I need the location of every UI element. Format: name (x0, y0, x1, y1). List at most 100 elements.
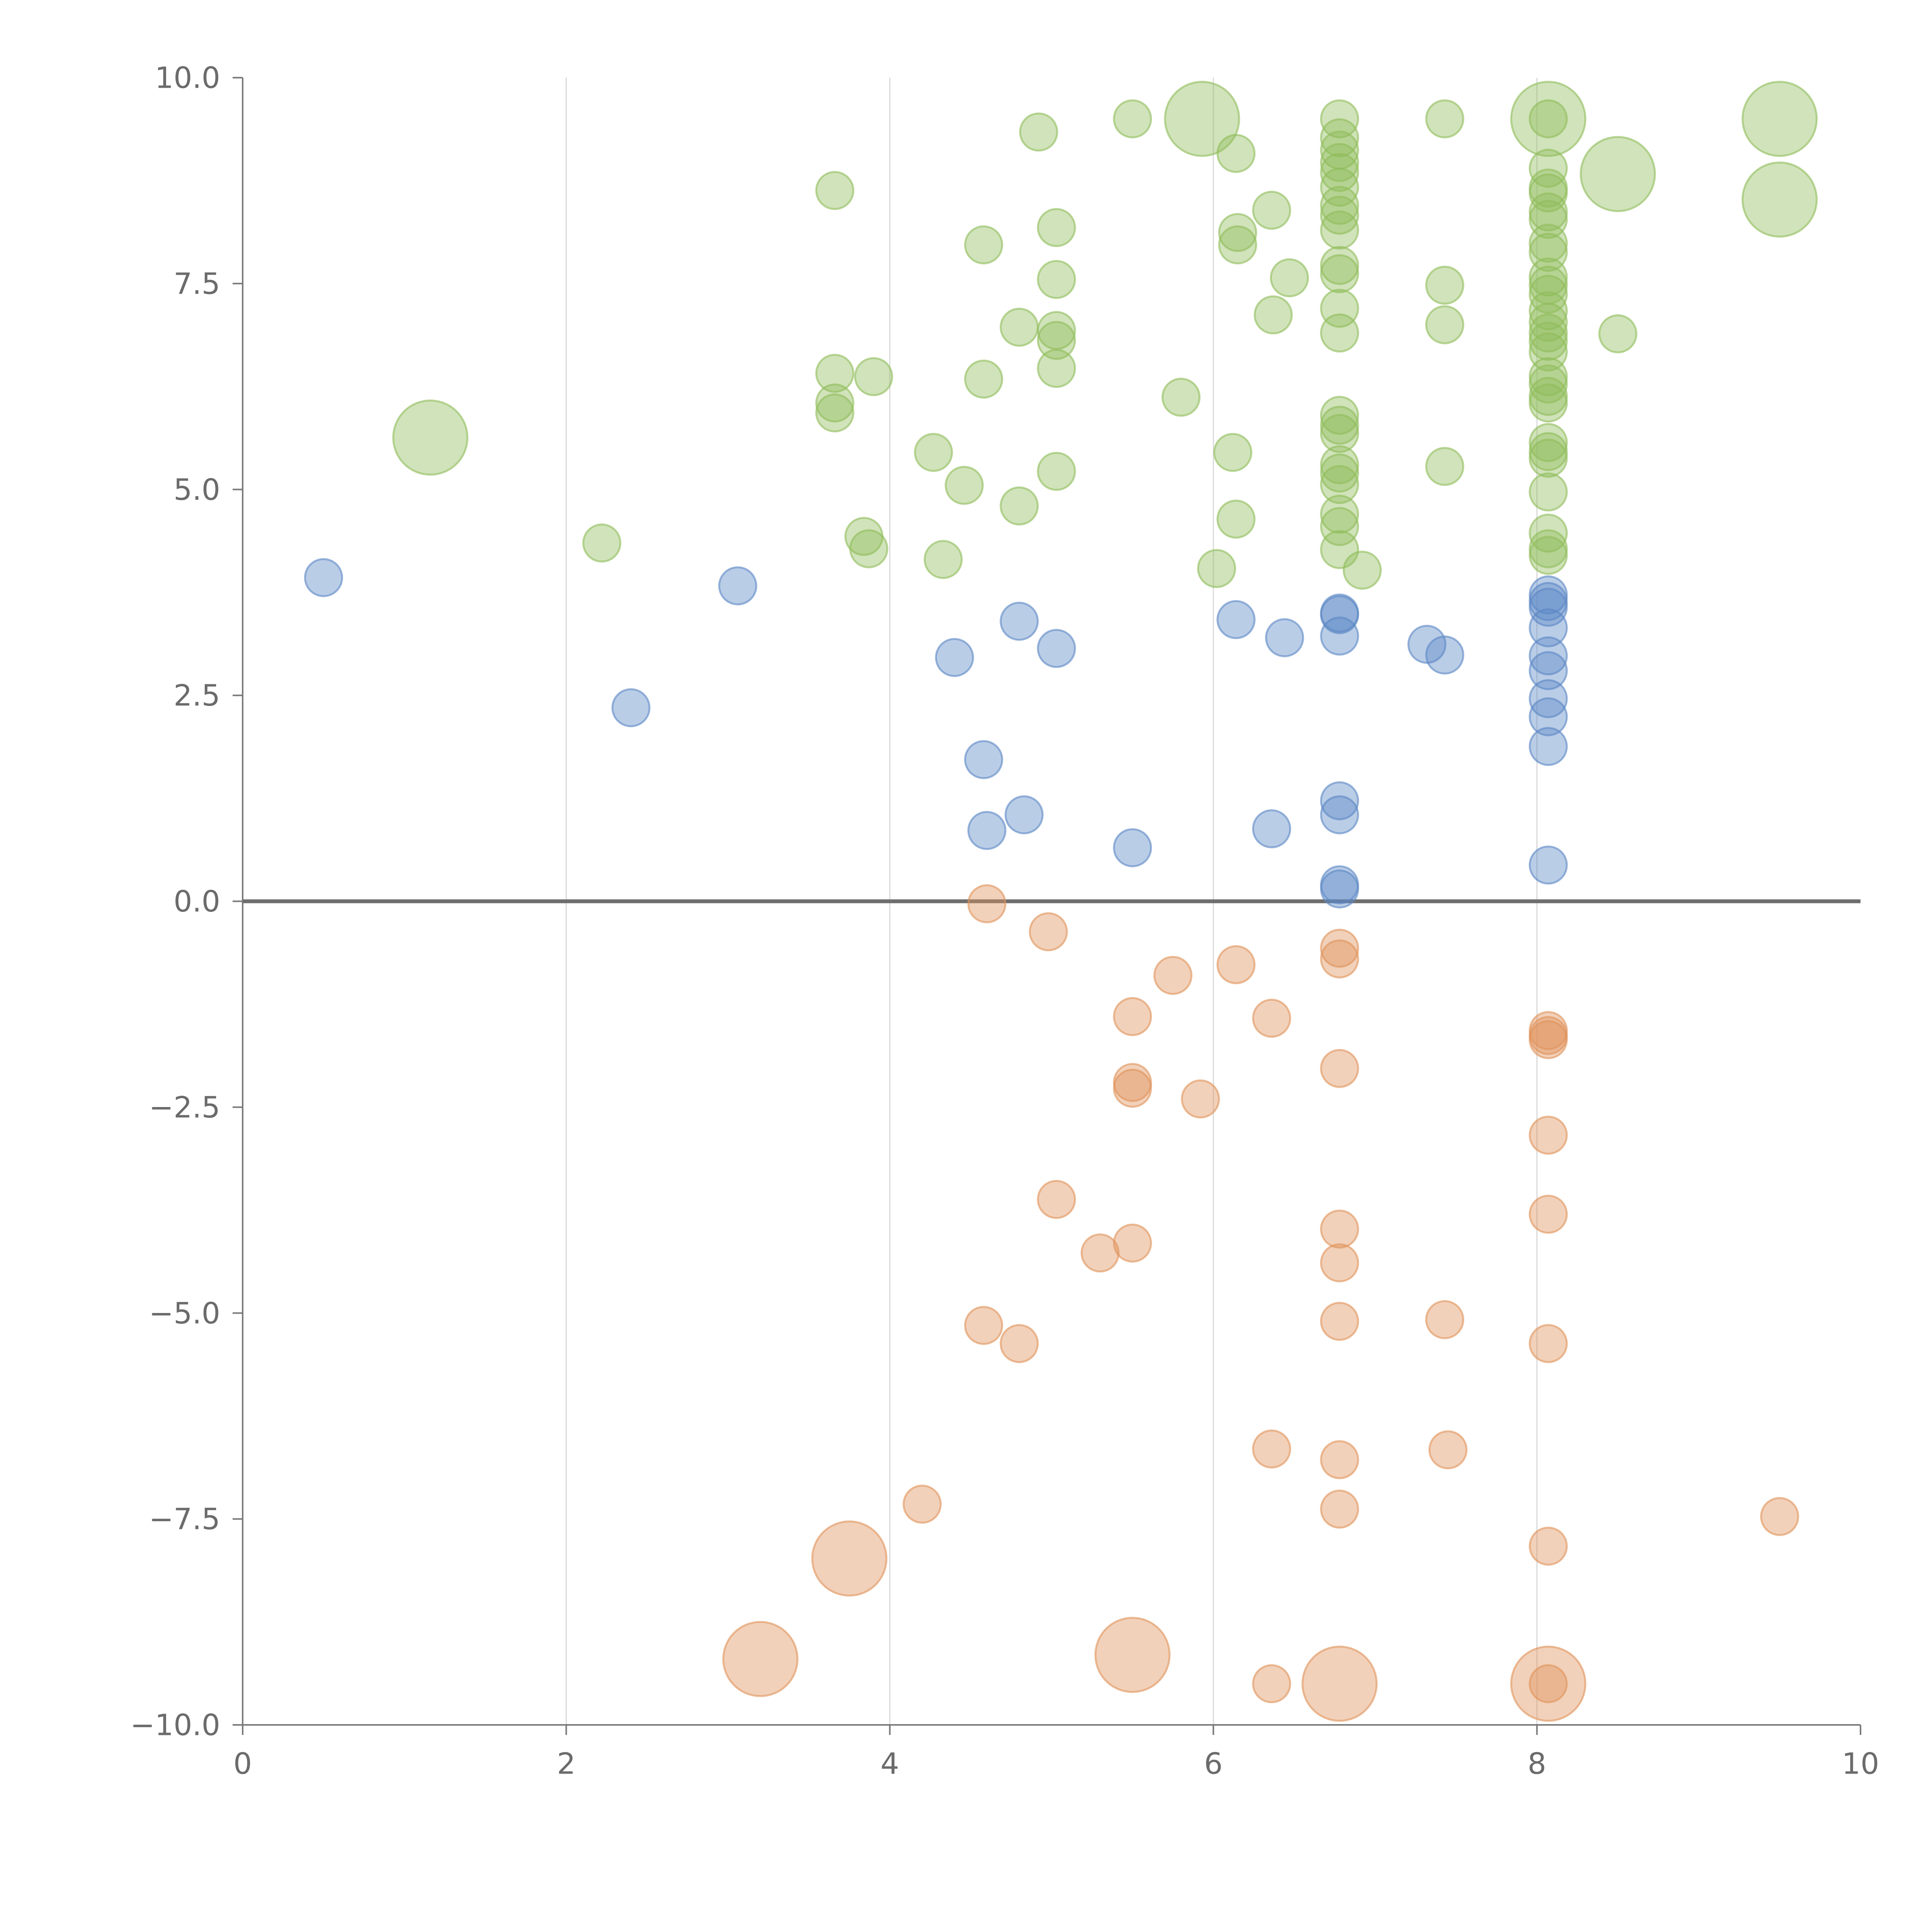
x-tick-label: 2 (557, 1747, 575, 1781)
data-point (1529, 275, 1568, 314)
data-point (1580, 136, 1656, 212)
data-point (967, 811, 1007, 850)
data-point (1529, 608, 1568, 648)
data-point (1320, 869, 1359, 909)
y-tick-label: 2.5 (173, 678, 220, 713)
data-point (903, 1485, 942, 1524)
axis-layer: 10.0 7.5 5.0 2.5 0.0 −2.5 −5.0 −7.5 −10.0 0 2 4 6 8 10 (130, 61, 1879, 1781)
data-point (1320, 939, 1359, 979)
data-point (1164, 81, 1240, 157)
data-point (1529, 1664, 1568, 1703)
data-point (1029, 912, 1068, 951)
data-point (1265, 618, 1304, 657)
x-tick-label: 10 (1842, 1747, 1879, 1781)
data-point (1004, 795, 1044, 835)
data-point (1252, 998, 1291, 1038)
data-point (1320, 313, 1359, 353)
data-point (1425, 447, 1464, 486)
data-point (1320, 210, 1359, 250)
data-point (1529, 636, 1568, 675)
y-tick-label: 5.0 (173, 472, 220, 507)
data-point (1094, 1617, 1171, 1693)
series-mid (304, 558, 1568, 909)
data-point (967, 884, 1007, 923)
data-point (1425, 635, 1464, 675)
data-point (1529, 200, 1568, 239)
data-point (964, 740, 1003, 779)
data-point (1320, 1049, 1359, 1088)
y-tick-label: −7.5 (149, 1502, 220, 1536)
data-point (1510, 81, 1587, 157)
data-point (944, 466, 984, 505)
data-point (815, 171, 854, 210)
data-point (1529, 1324, 1568, 1363)
data-point (1218, 225, 1257, 265)
data-point (1037, 349, 1076, 388)
data-point (1153, 956, 1193, 995)
data-point (1113, 1223, 1152, 1263)
data-point (1320, 153, 1359, 192)
y-tick-label: −5.0 (149, 1296, 220, 1330)
data-point (1529, 514, 1568, 553)
data-point (1037, 452, 1076, 491)
data-point (1113, 828, 1152, 867)
data-point (1320, 795, 1359, 835)
data-point (964, 359, 1003, 399)
data-point (1320, 254, 1359, 293)
data-point (1216, 134, 1256, 173)
data-point (1000, 308, 1039, 347)
points-layer (304, 81, 1818, 1722)
data-point (1529, 1194, 1568, 1234)
data-point (582, 523, 622, 563)
data-point (1320, 616, 1359, 656)
data-point (1320, 1243, 1359, 1282)
data-point (1252, 190, 1291, 230)
data-point (1019, 112, 1058, 152)
data-point (1113, 1068, 1152, 1108)
data-point (1320, 405, 1359, 445)
data-point (1320, 781, 1359, 820)
data-point (1270, 258, 1309, 298)
series-high (392, 81, 1818, 590)
data-point (1425, 305, 1464, 344)
data-point (964, 1306, 1003, 1345)
data-point (1342, 551, 1382, 590)
data-point (1529, 1526, 1568, 1566)
data-point (1320, 1490, 1359, 1529)
data-point (1113, 99, 1152, 139)
data-point (1213, 433, 1252, 472)
data-point (1253, 295, 1293, 335)
data-point (304, 558, 343, 597)
data-point (1425, 1300, 1464, 1339)
data-point (815, 354, 854, 393)
data-point (815, 383, 854, 423)
data-point (1080, 1233, 1120, 1273)
data-point (1598, 314, 1638, 354)
data-point (1216, 600, 1256, 639)
x-tick-label: 8 (1527, 1747, 1546, 1781)
y-tick-label: 0.0 (173, 884, 220, 918)
y-tick-label: 10.0 (155, 61, 220, 95)
data-point (611, 688, 651, 728)
data-point (1529, 651, 1568, 690)
data-point (1510, 1645, 1587, 1722)
data-point (1760, 1497, 1799, 1536)
data-point (964, 225, 1003, 265)
data-point (1529, 536, 1568, 575)
series-low (722, 884, 1799, 1722)
data-point (1742, 81, 1818, 157)
data-point (1037, 208, 1076, 247)
data-point (1529, 1020, 1568, 1060)
data-point (1320, 929, 1359, 968)
data-point (1161, 378, 1201, 417)
data-point (1529, 423, 1568, 462)
data-point (1529, 257, 1568, 297)
data-point (1000, 602, 1039, 641)
data-point (1320, 246, 1359, 285)
data-point (1320, 453, 1359, 493)
data-point (914, 433, 953, 472)
data-point (1529, 472, 1568, 512)
data-point (1000, 486, 1039, 526)
data-point (1037, 260, 1076, 299)
x-tick-label: 4 (881, 1747, 899, 1781)
